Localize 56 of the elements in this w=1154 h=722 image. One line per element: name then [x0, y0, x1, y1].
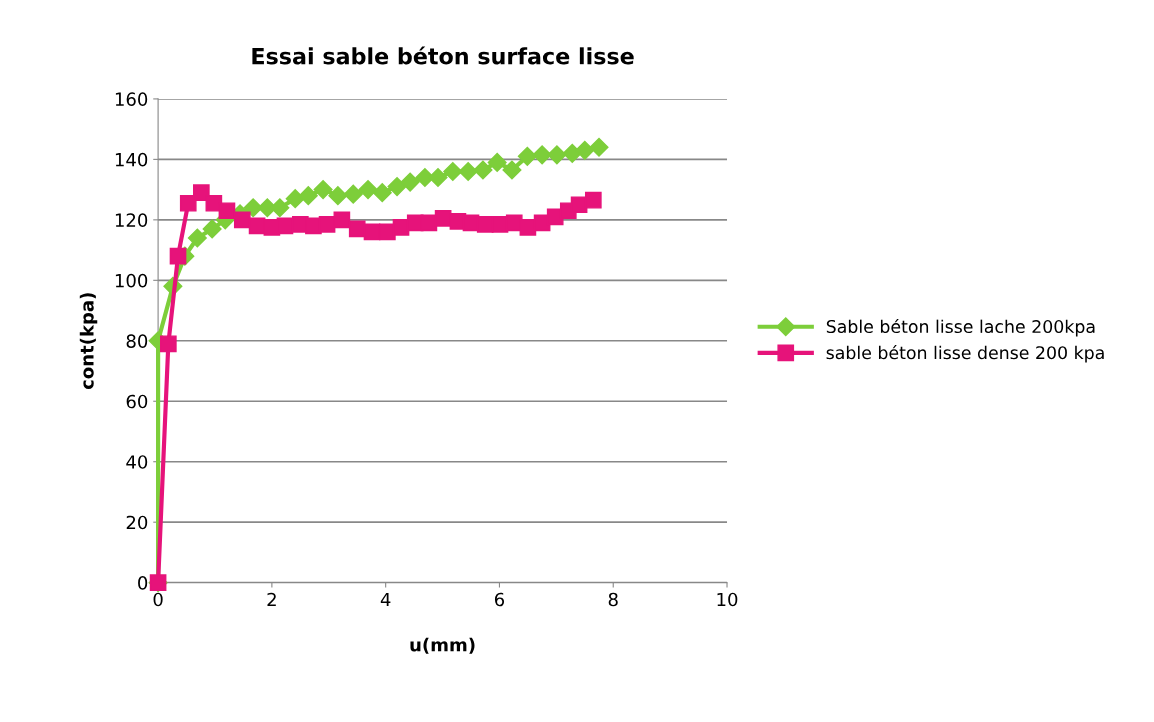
point — [473, 160, 493, 180]
point — [392, 219, 410, 236]
point — [285, 189, 305, 209]
y-tick-label: 160 — [115, 92, 148, 107]
point — [443, 161, 463, 182]
x-tick-label: 2 — [267, 592, 276, 607]
point — [193, 184, 210, 201]
y-tick-label: 140 — [115, 152, 148, 167]
x-tick-label: 10 — [717, 592, 738, 607]
point — [517, 146, 537, 166]
point — [487, 152, 507, 172]
point — [476, 216, 494, 233]
point — [428, 167, 448, 188]
point — [328, 186, 348, 206]
point — [434, 210, 452, 227]
x-tick-label: 6 — [494, 592, 505, 607]
point — [584, 191, 602, 209]
y-tick-label: 20 — [126, 515, 148, 530]
point — [519, 219, 537, 236]
point — [313, 180, 333, 200]
point — [160, 335, 177, 353]
y-axis-title: cont(kpa) — [79, 293, 98, 390]
chart-title: Essai sable béton surface lisse — [252, 46, 634, 65]
point — [502, 160, 522, 180]
point — [218, 202, 236, 220]
point — [187, 228, 207, 248]
y-tick-label: 100 — [115, 273, 148, 288]
legend-label: Sable béton lisse lache 200kpa — [826, 318, 1095, 337]
point — [318, 216, 336, 233]
point — [202, 219, 222, 239]
x-axis-title: u(mm) — [410, 637, 475, 654]
point — [343, 184, 363, 204]
point — [179, 194, 197, 212]
y-tick-label: 120 — [115, 213, 148, 227]
x-tick-label: 8 — [608, 592, 618, 607]
y-tick-label: 80 — [126, 334, 148, 348]
legend-label: sable béton lisse dense 200 kpa — [826, 345, 1104, 363]
point — [333, 211, 351, 229]
point — [589, 137, 609, 157]
point — [400, 172, 420, 192]
point — [233, 211, 251, 229]
y-tick-label: 60 — [126, 394, 148, 409]
point — [372, 183, 392, 203]
point — [387, 177, 407, 197]
point — [575, 140, 595, 160]
x-tick-label: 0 — [153, 592, 163, 607]
point — [547, 145, 567, 165]
point — [358, 180, 378, 200]
point — [532, 145, 552, 165]
point — [458, 161, 478, 182]
point — [298, 186, 318, 206]
point — [270, 198, 290, 218]
point — [169, 247, 187, 265]
y-tick-label: 40 — [126, 455, 148, 469]
x-tick-label: 4 — [380, 592, 391, 607]
y-tick-label: 0 — [138, 576, 148, 590]
